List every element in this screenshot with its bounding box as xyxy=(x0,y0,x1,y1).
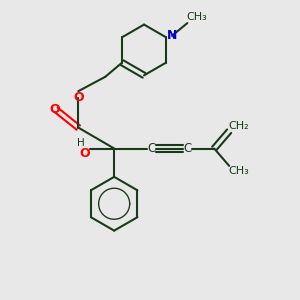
Text: O: O xyxy=(80,147,90,161)
Text: CH₃: CH₃ xyxy=(229,166,249,176)
Text: CH₃: CH₃ xyxy=(186,12,207,22)
Text: N: N xyxy=(167,29,177,42)
Text: C: C xyxy=(183,142,191,155)
Text: O: O xyxy=(49,103,60,116)
Text: C: C xyxy=(147,142,156,155)
Text: CH₂: CH₂ xyxy=(229,121,249,131)
Text: O: O xyxy=(73,91,84,104)
Text: H: H xyxy=(77,138,85,148)
